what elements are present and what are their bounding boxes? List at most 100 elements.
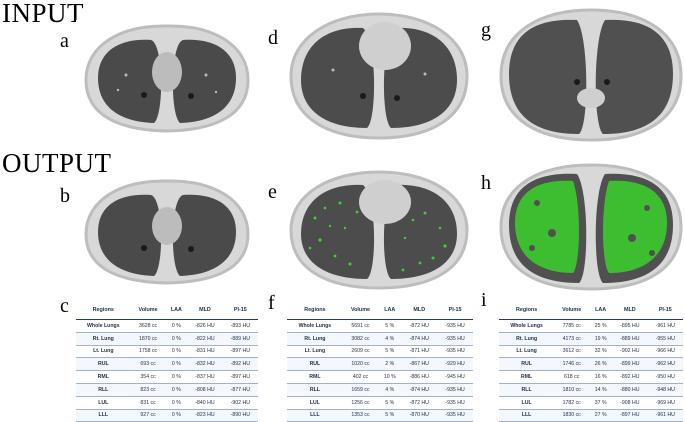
cell: 3628 cc (130, 319, 166, 333)
cell: Whole Lungs (499, 319, 555, 333)
panel-label-f: f (268, 292, 275, 314)
cell: 14 % (589, 383, 613, 397)
cell: RLL (287, 383, 343, 397)
table-row: Whole Lungs 7785 cc 25 % -895 HU -961 HU (499, 319, 683, 333)
table-row: RLL 1810 cc 14 % -880 HU -948 HU (499, 383, 683, 397)
cell: -895 HU (612, 319, 648, 333)
output-heading: OUTPUT (2, 148, 112, 178)
cell: 1020 cc (342, 357, 379, 372)
cell: -874 HU (401, 383, 438, 397)
table-row: RUL 1020 cc 2 % -867 HU -929 HU (287, 357, 473, 372)
cell: 354 cc (130, 370, 166, 384)
cell: RUL (499, 357, 555, 372)
cell: 5 % (378, 319, 402, 333)
cell: 4 % (378, 383, 402, 397)
panel-label-h: h (481, 172, 491, 194)
cell: 0 % (165, 409, 188, 422)
input-heading: INPUT (2, 0, 84, 28)
cell: 0 % (165, 345, 188, 359)
cell: 1746 cc (554, 357, 590, 372)
stats-table-c: Regions Volume LAA MLD PI-15 Whole Lungs… (76, 300, 258, 422)
col-mld: MLD (187, 300, 223, 320)
cell: 1870 cc (130, 332, 166, 346)
table-row: RLL 1659 cc 4 % -874 HU -935 HU (287, 383, 473, 397)
cell: -948 HU (647, 383, 683, 397)
cell: 2 % (378, 357, 402, 372)
cell: -961 HU (647, 409, 683, 422)
panel-label-b: b (60, 185, 70, 207)
panel-label-g: g (481, 19, 491, 41)
cell: 37 % (589, 396, 613, 410)
cell: 16 % (589, 370, 613, 384)
table-row: Whole Lungs 5691 cc 5 % -872 HU -935 HU (287, 319, 473, 333)
col-regions: Regions (76, 300, 131, 320)
cell: Whole Lungs (287, 319, 343, 333)
table-row: Rt. Lung 3082 cc 4 % -874 HU -935 HU (287, 332, 473, 346)
cell: RLL (499, 383, 555, 397)
table-row: Lt. Lung 2609 cc 5 % -871 HU -935 HU (287, 345, 473, 359)
table-row: Lt. Lung 1758 cc 0 % -831 HU -897 HU (76, 345, 258, 359)
cell: -935 HU (437, 383, 473, 397)
cell: -902 HU (222, 396, 258, 410)
cell: 831 cc (130, 396, 166, 410)
cell: Lt. Lung (499, 345, 555, 359)
cell: 0 % (165, 383, 188, 397)
cell: 0 % (165, 370, 188, 384)
col-laa: LAA (165, 300, 188, 320)
cell: LUL (287, 396, 343, 410)
cell: -935 HU (437, 345, 473, 359)
cell: 402 cc (342, 370, 379, 384)
table-row: LUL 831 cc 0 % -840 HU -902 HU (76, 396, 258, 410)
cell: -808 HU (187, 383, 223, 397)
cell: -826 HU (187, 319, 223, 333)
cell: -961 HU (647, 319, 683, 333)
cell: -877 HU (222, 383, 258, 397)
cell: -892 HU (612, 370, 648, 384)
cell: -950 HU (647, 370, 683, 384)
cell: -880 HU (612, 383, 648, 397)
table-row: LUL 1256 cc 5 % -872 HU -935 HU (287, 396, 473, 410)
cell: 823 cc (130, 383, 166, 397)
col-regions: Regions (287, 300, 343, 320)
cell: 19 % (589, 332, 613, 346)
cell: -899 HU (612, 357, 648, 372)
cell: RLL (76, 383, 131, 397)
cell: -867 HU (401, 357, 438, 372)
ct-scan-b (76, 176, 258, 288)
col-mld: MLD (401, 300, 438, 320)
cell: 0 % (165, 332, 188, 346)
col-pi15: PI-15 (222, 300, 258, 320)
cell: -929 HU (437, 357, 473, 372)
ct-scan-h (497, 163, 685, 291)
table-row: RUL 1746 cc 26 % -899 HU -962 HU (499, 357, 683, 372)
cell: Rt. Lung (76, 332, 131, 346)
table-row: LLL 1353 cc 5 % -870 HU -935 HU (287, 409, 473, 422)
cell: -823 HU (187, 409, 223, 422)
cell: 5691 cc (342, 319, 379, 333)
col-mld: MLD (612, 300, 648, 320)
cell: 25 % (589, 319, 613, 333)
cell: RUL (76, 357, 131, 372)
table-row: LUL 1782 cc 37 % -908 HU -969 HU (499, 396, 683, 410)
cell: 1758 cc (130, 345, 166, 359)
cell: 1782 cc (554, 396, 590, 410)
cell: 1659 cc (342, 383, 379, 397)
cell: -886 HU (401, 370, 438, 384)
table-row: Whole Lungs 3628 cc 0 % -826 HU -893 HU (76, 319, 258, 333)
cell: 0 % (165, 319, 188, 333)
cell: -893 HU (222, 319, 258, 333)
cell: -935 HU (437, 396, 473, 410)
cell: 0 % (165, 357, 188, 372)
col-pi15: PI-15 (437, 300, 473, 320)
table-row: RML 402 cc 10 % -886 HU -945 HU (287, 370, 473, 384)
col-laa: LAA (589, 300, 613, 320)
cell: 1810 cc (554, 383, 590, 397)
cell: -837 HU (187, 370, 223, 384)
panel-label-e: e (268, 181, 277, 203)
table-row: Lt. Lung 3612 cc 32 % -902 HU -966 HU (499, 345, 683, 359)
cell: -892 HU (222, 357, 258, 372)
table-row: RUL 693 cc 0 % -832 HU -892 HU (76, 357, 258, 372)
cell: 5 % (378, 396, 402, 410)
cell: RML (287, 370, 343, 384)
ct-scan-g (497, 8, 685, 142)
